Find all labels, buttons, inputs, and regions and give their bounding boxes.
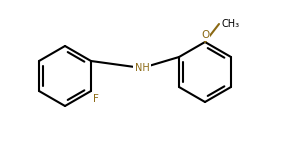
Text: F: F bbox=[93, 94, 99, 104]
Text: CH₃: CH₃ bbox=[221, 19, 239, 29]
Text: NH: NH bbox=[135, 63, 149, 73]
Text: O: O bbox=[201, 30, 209, 40]
